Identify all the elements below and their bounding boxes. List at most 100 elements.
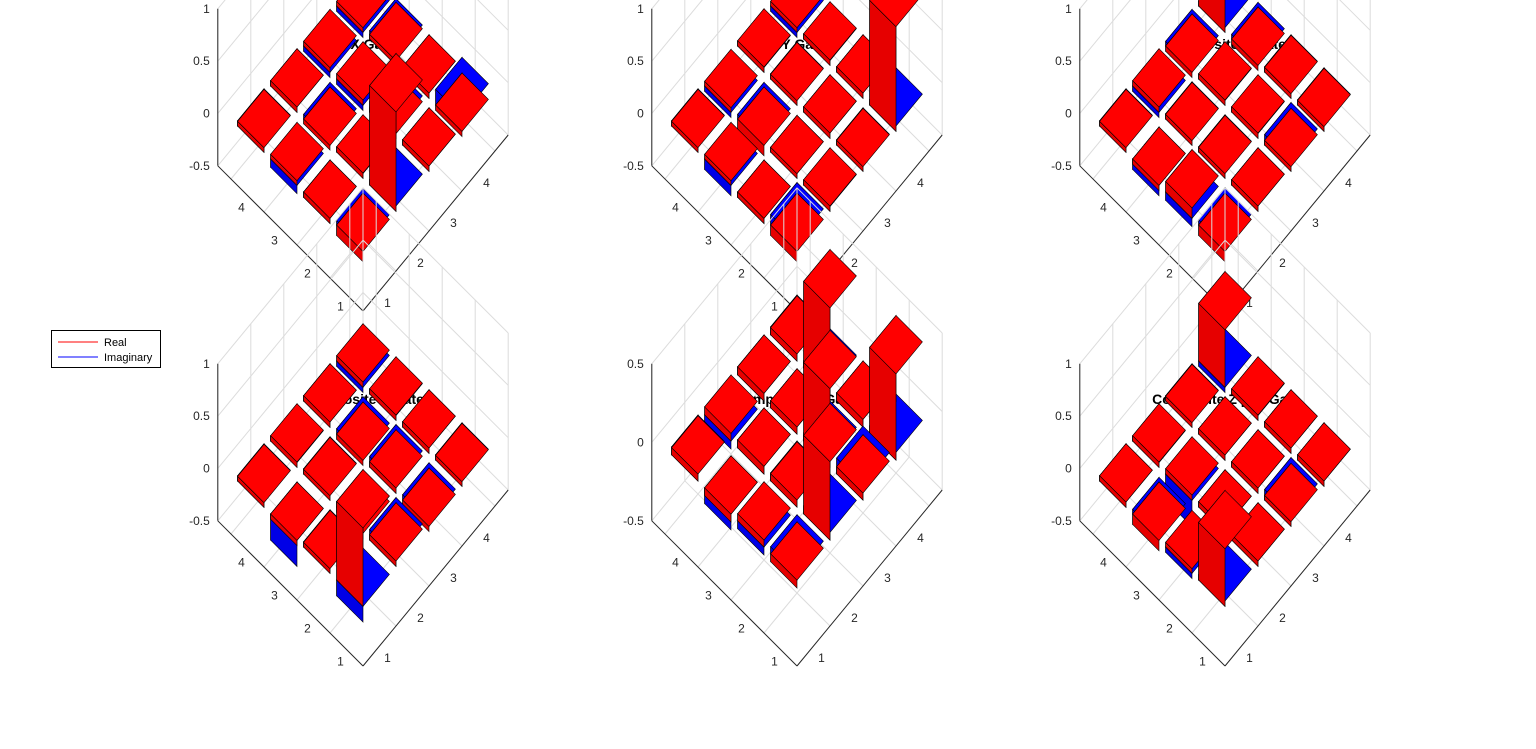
- bar-real-1-1: [336, 468, 390, 608]
- bar-real-1-3: [836, 107, 890, 173]
- bar-real-4-4: [1198, 270, 1252, 389]
- axes: [1079, 363, 1371, 667]
- grid-line: [796, 187, 943, 334]
- y-tick-label: 2: [1279, 256, 1286, 270]
- bar-real-1-1: [770, 520, 824, 589]
- bar-face-top: [803, 329, 857, 390]
- bar-real-3-3: [1198, 40, 1252, 107]
- bar-face-top: [803, 147, 857, 207]
- bar-real-3-3: [1198, 395, 1252, 462]
- bar-face-top: [303, 8, 357, 69]
- legend-imaginary-label: Imaginary: [104, 352, 153, 364]
- grid-line: [763, 456, 910, 634]
- bar-face-top: [369, 502, 423, 562]
- bar-face-top: [369, 53, 423, 113]
- x-tick-label: 2: [1166, 622, 1173, 636]
- bar-face-top: [1099, 88, 1153, 149]
- bar-face-top: [803, 402, 857, 463]
- bar-real-1-3: [402, 106, 456, 173]
- bar-face-top: [237, 443, 291, 504]
- z-tick-label: 1: [1065, 357, 1072, 371]
- bar-face-top: [671, 88, 725, 149]
- z-tick-label: 0.5: [193, 54, 210, 68]
- bar-face-top: [704, 121, 758, 182]
- axes: [651, 363, 943, 667]
- x-tick-label: 1: [337, 300, 344, 314]
- bar-face-top: [303, 159, 357, 219]
- z-tick-label: 0: [203, 106, 210, 120]
- bar-face-top: [1132, 403, 1186, 463]
- z-tick-label: -0.5: [189, 159, 210, 173]
- x-tick-label: 4: [1100, 556, 1107, 570]
- axes: [1079, 8, 1371, 312]
- bar-real-4-4: [336, 322, 390, 389]
- bar-face-top: [1231, 429, 1285, 489]
- bar-real-2-4: [1264, 388, 1318, 455]
- grid-line: [217, 0, 313, 114]
- bar-face-top: [270, 121, 324, 182]
- bar-face-top: [270, 48, 324, 108]
- bar-face-top: [1231, 6, 1285, 66]
- bar-real-1-3: [1264, 462, 1318, 528]
- x-tick-label: 3: [705, 589, 712, 603]
- bar-real-1-3: [836, 433, 890, 501]
- bar-face-top: [704, 374, 758, 434]
- bar-real-1-4: [1297, 421, 1351, 488]
- bar-real-3-2: [303, 86, 357, 151]
- legend: Real Imaginary: [51, 330, 161, 368]
- bar-face-top: [336, 469, 390, 529]
- bar-face-top: [435, 422, 489, 483]
- bar-face-top: [770, 0, 821, 29]
- y-tick-label: 4: [1345, 176, 1352, 190]
- bar-face-top: [803, 1, 857, 61]
- z-tick-label: 0: [1065, 461, 1072, 475]
- bar-real-4-2: [704, 48, 758, 114]
- bar-real-4-2: [1132, 47, 1186, 114]
- bar-real-2-4: [402, 388, 456, 455]
- bar-face-top: [737, 8, 791, 68]
- y-tick-label: 2: [851, 611, 858, 625]
- grid-line: [1079, 187, 1226, 365]
- grid-line: [362, 239, 509, 386]
- bar-face-top: [369, 1, 423, 62]
- z-tick-label: -0.5: [623, 159, 644, 173]
- y-tick-label: 1: [1246, 296, 1253, 310]
- bar-face-top: [1132, 48, 1186, 108]
- bar-face-top: [402, 389, 456, 449]
- bar-face-top: [1165, 13, 1219, 73]
- grid-line: [217, 0, 269, 62]
- bars: [1099, 270, 1351, 608]
- y-axis-line: [1224, 489, 1371, 667]
- bars: [237, 0, 489, 263]
- bar-face-top: [1231, 502, 1285, 562]
- y-tick-label: 1: [384, 651, 391, 665]
- legend-real-label: Real: [104, 337, 127, 349]
- bar-real-3-2: [1165, 435, 1219, 502]
- y-tick-label: 1: [384, 296, 391, 310]
- bar-face-top: [1198, 489, 1252, 550]
- bar-real-1-2: [369, 501, 423, 568]
- bar-real-1-2: [1231, 146, 1285, 213]
- z-tick-label: -0.5: [623, 514, 644, 528]
- x-tick-label: 2: [304, 267, 311, 281]
- x-tick-label: 4: [1100, 201, 1107, 215]
- bar-face-top: [836, 107, 890, 168]
- bar-real-2-1: [303, 159, 357, 225]
- axes: [217, 363, 509, 667]
- z-tick-label: 1: [203, 357, 210, 371]
- x-tick-label: 4: [672, 556, 679, 570]
- bar-real-2-1: [737, 159, 791, 225]
- bar-real-1-1: [1198, 489, 1252, 608]
- bar-real-2-2: [770, 114, 824, 180]
- bar-real-3-4: [803, 248, 857, 395]
- x-tick-label: 2: [1166, 267, 1173, 281]
- x-axis-line: [1079, 165, 1226, 312]
- x-tick-label: 3: [1133, 234, 1140, 248]
- bar-real-1-2: [803, 402, 857, 541]
- grid-line: [1079, 239, 1226, 417]
- bar-real-3-4: [803, 0, 857, 67]
- x-tick-label: 3: [271, 589, 278, 603]
- bar-real-4-1: [671, 414, 725, 482]
- bar-real-3-1: [704, 121, 758, 187]
